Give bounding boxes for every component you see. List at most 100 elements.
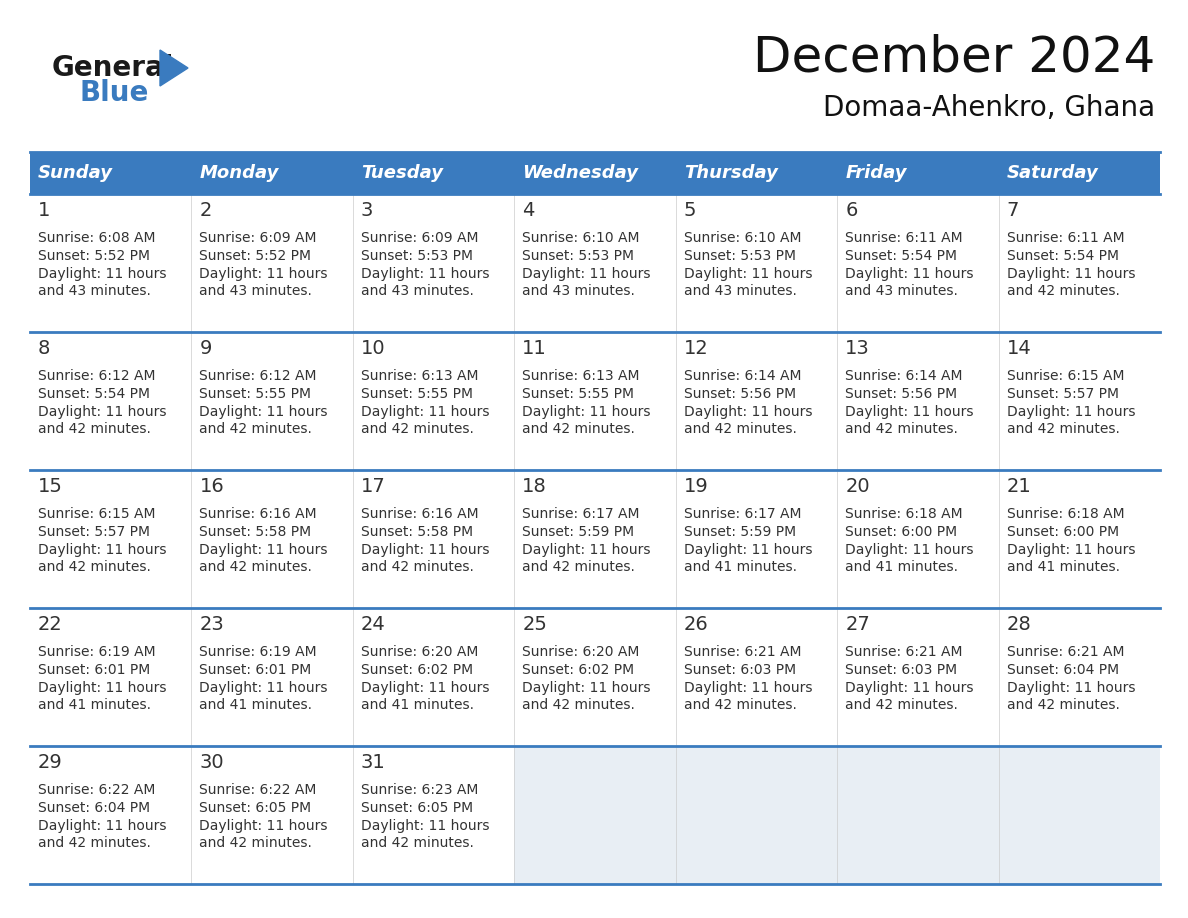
- Text: Sunrise: 6:10 AM: Sunrise: 6:10 AM: [523, 231, 640, 245]
- Text: and 42 minutes.: and 42 minutes.: [523, 422, 636, 436]
- Text: Sunset: 5:53 PM: Sunset: 5:53 PM: [361, 249, 473, 263]
- Text: Daylight: 11 hours: Daylight: 11 hours: [361, 681, 489, 695]
- Text: Tuesday: Tuesday: [361, 164, 443, 182]
- Text: Sunrise: 6:19 AM: Sunrise: 6:19 AM: [38, 645, 156, 659]
- Text: Sunset: 6:05 PM: Sunset: 6:05 PM: [361, 801, 473, 815]
- Text: Sunset: 5:54 PM: Sunset: 5:54 PM: [1006, 249, 1119, 263]
- Text: Daylight: 11 hours: Daylight: 11 hours: [200, 405, 328, 419]
- Text: Sunset: 5:59 PM: Sunset: 5:59 PM: [523, 525, 634, 539]
- Text: Sunrise: 6:09 AM: Sunrise: 6:09 AM: [200, 231, 317, 245]
- Text: and 42 minutes.: and 42 minutes.: [523, 698, 636, 712]
- Text: and 42 minutes.: and 42 minutes.: [523, 560, 636, 574]
- Text: 9: 9: [200, 339, 211, 357]
- Text: Daylight: 11 hours: Daylight: 11 hours: [1006, 543, 1135, 557]
- Text: and 42 minutes.: and 42 minutes.: [1006, 698, 1119, 712]
- Text: and 42 minutes.: and 42 minutes.: [38, 422, 151, 436]
- Text: Daylight: 11 hours: Daylight: 11 hours: [845, 681, 974, 695]
- Text: Sunset: 6:02 PM: Sunset: 6:02 PM: [361, 663, 473, 677]
- Text: Daylight: 11 hours: Daylight: 11 hours: [684, 543, 813, 557]
- Text: Daylight: 11 hours: Daylight: 11 hours: [361, 405, 489, 419]
- Text: and 43 minutes.: and 43 minutes.: [845, 284, 958, 298]
- Bar: [30, 332, 1159, 470]
- Text: Sunrise: 6:10 AM: Sunrise: 6:10 AM: [684, 231, 801, 245]
- Text: 5: 5: [684, 200, 696, 219]
- Text: Sunset: 6:04 PM: Sunset: 6:04 PM: [1006, 663, 1119, 677]
- Text: Daylight: 11 hours: Daylight: 11 hours: [1006, 405, 1135, 419]
- Text: Sunrise: 6:16 AM: Sunrise: 6:16 AM: [200, 507, 317, 521]
- Text: Sunset: 5:58 PM: Sunset: 5:58 PM: [200, 525, 311, 539]
- Text: 27: 27: [845, 614, 870, 633]
- Text: Sunset: 5:54 PM: Sunset: 5:54 PM: [38, 387, 150, 401]
- Text: Sunrise: 6:19 AM: Sunrise: 6:19 AM: [200, 645, 317, 659]
- Text: and 42 minutes.: and 42 minutes.: [361, 422, 474, 436]
- Text: 16: 16: [200, 476, 225, 496]
- Text: Sunrise: 6:17 AM: Sunrise: 6:17 AM: [523, 507, 640, 521]
- Text: Sunrise: 6:12 AM: Sunrise: 6:12 AM: [38, 369, 156, 383]
- Text: and 42 minutes.: and 42 minutes.: [845, 698, 958, 712]
- Text: Sunrise: 6:17 AM: Sunrise: 6:17 AM: [684, 507, 801, 521]
- Text: Sunrise: 6:14 AM: Sunrise: 6:14 AM: [845, 369, 962, 383]
- Text: Sunrise: 6:23 AM: Sunrise: 6:23 AM: [361, 783, 479, 797]
- Text: 13: 13: [845, 339, 870, 357]
- Text: 14: 14: [1006, 339, 1031, 357]
- Text: Sunrise: 6:20 AM: Sunrise: 6:20 AM: [523, 645, 639, 659]
- Text: Sunset: 6:05 PM: Sunset: 6:05 PM: [200, 801, 311, 815]
- Text: Sunrise: 6:21 AM: Sunrise: 6:21 AM: [845, 645, 962, 659]
- Text: Daylight: 11 hours: Daylight: 11 hours: [523, 267, 651, 281]
- Text: 18: 18: [523, 476, 546, 496]
- Text: Sunrise: 6:11 AM: Sunrise: 6:11 AM: [845, 231, 962, 245]
- Text: Daylight: 11 hours: Daylight: 11 hours: [1006, 267, 1135, 281]
- Text: Blue: Blue: [80, 79, 150, 107]
- Text: Daylight: 11 hours: Daylight: 11 hours: [684, 405, 813, 419]
- Text: Sunset: 6:00 PM: Sunset: 6:00 PM: [1006, 525, 1119, 539]
- Text: Sunset: 5:55 PM: Sunset: 5:55 PM: [523, 387, 634, 401]
- Text: Sunrise: 6:15 AM: Sunrise: 6:15 AM: [38, 507, 156, 521]
- Text: Sunset: 5:57 PM: Sunset: 5:57 PM: [38, 525, 150, 539]
- Text: 28: 28: [1006, 614, 1031, 633]
- Polygon shape: [160, 50, 188, 86]
- Text: and 42 minutes.: and 42 minutes.: [361, 836, 474, 850]
- Text: 23: 23: [200, 614, 225, 633]
- Text: Sunrise: 6:13 AM: Sunrise: 6:13 AM: [361, 369, 479, 383]
- Text: Sunrise: 6:08 AM: Sunrise: 6:08 AM: [38, 231, 156, 245]
- Text: Sunset: 6:03 PM: Sunset: 6:03 PM: [845, 663, 958, 677]
- Text: Sunset: 5:58 PM: Sunset: 5:58 PM: [361, 525, 473, 539]
- Text: and 41 minutes.: and 41 minutes.: [1006, 560, 1119, 574]
- Text: 12: 12: [684, 339, 708, 357]
- Text: and 43 minutes.: and 43 minutes.: [523, 284, 636, 298]
- Text: 10: 10: [361, 339, 385, 357]
- Text: Sunrise: 6:22 AM: Sunrise: 6:22 AM: [200, 783, 317, 797]
- Text: Sunset: 5:55 PM: Sunset: 5:55 PM: [361, 387, 473, 401]
- Text: General: General: [52, 54, 175, 82]
- Text: 1: 1: [38, 200, 50, 219]
- Text: Sunset: 5:59 PM: Sunset: 5:59 PM: [684, 525, 796, 539]
- Text: and 43 minutes.: and 43 minutes.: [200, 284, 312, 298]
- Text: Sunset: 5:57 PM: Sunset: 5:57 PM: [1006, 387, 1119, 401]
- Bar: [676, 746, 838, 884]
- Text: Sunset: 6:01 PM: Sunset: 6:01 PM: [38, 663, 150, 677]
- Text: and 42 minutes.: and 42 minutes.: [684, 698, 797, 712]
- Text: Daylight: 11 hours: Daylight: 11 hours: [38, 405, 166, 419]
- Text: Daylight: 11 hours: Daylight: 11 hours: [200, 819, 328, 833]
- Text: Friday: Friday: [845, 164, 906, 182]
- Text: and 41 minutes.: and 41 minutes.: [38, 698, 151, 712]
- Text: Domaa-Ahenkro, Ghana: Domaa-Ahenkro, Ghana: [823, 94, 1155, 122]
- Text: Sunrise: 6:20 AM: Sunrise: 6:20 AM: [361, 645, 479, 659]
- Text: and 42 minutes.: and 42 minutes.: [845, 422, 958, 436]
- Text: Sunset: 5:53 PM: Sunset: 5:53 PM: [684, 249, 796, 263]
- Text: Sunrise: 6:18 AM: Sunrise: 6:18 AM: [1006, 507, 1124, 521]
- Text: Daylight: 11 hours: Daylight: 11 hours: [1006, 681, 1135, 695]
- Text: Sunset: 5:56 PM: Sunset: 5:56 PM: [845, 387, 958, 401]
- Text: 25: 25: [523, 614, 548, 633]
- Text: and 41 minutes.: and 41 minutes.: [361, 698, 474, 712]
- Text: Sunrise: 6:21 AM: Sunrise: 6:21 AM: [684, 645, 801, 659]
- Text: Sunrise: 6:16 AM: Sunrise: 6:16 AM: [361, 507, 479, 521]
- Text: Saturday: Saturday: [1006, 164, 1099, 182]
- Text: Sunrise: 6:21 AM: Sunrise: 6:21 AM: [1006, 645, 1124, 659]
- Text: and 42 minutes.: and 42 minutes.: [38, 560, 151, 574]
- Text: 20: 20: [845, 476, 870, 496]
- Text: Daylight: 11 hours: Daylight: 11 hours: [523, 405, 651, 419]
- Text: Sunday: Sunday: [38, 164, 113, 182]
- Text: Sunset: 6:02 PM: Sunset: 6:02 PM: [523, 663, 634, 677]
- Bar: [30, 152, 1159, 194]
